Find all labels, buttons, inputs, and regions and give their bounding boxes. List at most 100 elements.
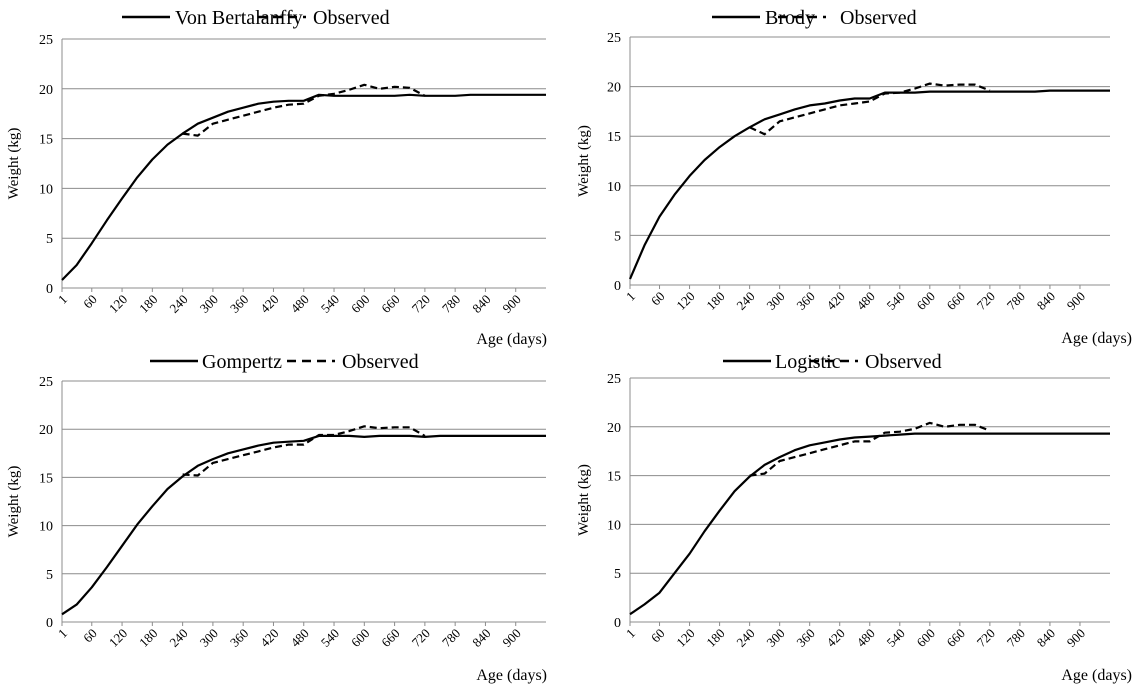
x-tick-label: 240 xyxy=(733,289,757,313)
x-tick-label: 900 xyxy=(499,626,523,650)
x-tick-label: 600 xyxy=(348,626,372,650)
x-tick-label: 660 xyxy=(378,292,402,316)
legend-label: Brody xyxy=(765,7,815,29)
x-tick-label: 840 xyxy=(1034,626,1058,650)
x-tick-label: 420 xyxy=(257,626,281,650)
y-axis-title: Weight (kg) xyxy=(6,128,22,200)
chart-panel-4: 0 5 10 15 20 25 1 60 120 180 240 300 360 420 480 540 600… xyxy=(576,351,1132,684)
y-axis-title: Weight (kg) xyxy=(576,125,592,197)
y-tick-label: 10 xyxy=(607,518,621,533)
x-tick-label: 180 xyxy=(703,289,727,313)
y-tick-label: 10 xyxy=(607,180,621,195)
y-tick-label: 15 xyxy=(607,470,621,485)
legend-label: Observed xyxy=(840,7,917,29)
y-axis-title: Weight (kg) xyxy=(576,464,592,536)
x-tick-label: 360 xyxy=(227,626,251,650)
y-tick-label: 5 xyxy=(46,568,53,583)
x-tick-label: 900 xyxy=(1064,626,1088,650)
x-tick-label: 300 xyxy=(197,626,221,650)
y-tick-label: 25 xyxy=(39,375,53,390)
x-tick-label: 420 xyxy=(823,289,847,313)
x-tick-label: 540 xyxy=(318,626,342,650)
y-tick-label: 5 xyxy=(614,567,621,582)
x-tick-label: 840 xyxy=(469,292,493,316)
series-line-observed xyxy=(749,421,991,477)
y-tick-label: 0 xyxy=(46,616,53,631)
x-tick-label: 180 xyxy=(703,626,727,650)
y-tick-label: 15 xyxy=(607,130,621,145)
y-tick-label: 0 xyxy=(614,616,621,631)
x-tick-label: 360 xyxy=(793,626,817,650)
chart-panel-3: 0 5 10 15 20 25 1 60 120 180 240 300 360 420 480 540 600… xyxy=(6,351,547,684)
y-tick-label: 20 xyxy=(607,81,621,96)
x-tick-label: 660 xyxy=(944,289,968,313)
x-tick-label: 1 xyxy=(55,626,70,641)
legend-label: Observed xyxy=(865,351,942,373)
y-tick-label: 15 xyxy=(39,133,53,148)
x-tick-label: 720 xyxy=(974,289,998,313)
x-tick-label: 600 xyxy=(914,626,938,650)
x-tick-label: 780 xyxy=(1004,289,1028,313)
x-tick-label: 120 xyxy=(106,292,130,316)
chart-panel-1: 0 5 10 15 20 25 1 60 120 180 240 300 360 420 480 540 600… xyxy=(6,7,547,348)
y-tick-label: 0 xyxy=(46,282,53,297)
legend-label: Observed xyxy=(342,351,419,373)
x-tick-label: 360 xyxy=(227,292,251,316)
y-tick-label: 5 xyxy=(614,229,621,244)
x-tick-label: 240 xyxy=(166,292,190,316)
x-tick-label: 540 xyxy=(884,626,908,650)
x-tick-label: 660 xyxy=(944,626,968,650)
series-line-observed xyxy=(749,82,991,136)
x-tick-label: 780 xyxy=(439,292,463,316)
x-tick-label: 420 xyxy=(823,626,847,650)
y-axis-title: Weight (kg) xyxy=(6,466,22,538)
x-tick-label: 600 xyxy=(348,292,372,316)
x-tick-label: 240 xyxy=(166,626,190,650)
legend-label: Gompertz xyxy=(202,351,282,373)
x-axis-title: Age (days) xyxy=(1061,667,1132,684)
x-tick-label: 180 xyxy=(136,292,160,316)
x-tick-label: 120 xyxy=(673,289,697,313)
x-tick-label: 1 xyxy=(55,292,70,307)
x-tick-label: 540 xyxy=(884,289,908,313)
x-axis-title: Age (days) xyxy=(1061,330,1132,347)
legend-label: Logistic xyxy=(775,351,841,373)
y-tick-label: 25 xyxy=(39,33,53,48)
x-tick-label: 1 xyxy=(623,289,638,304)
x-tick-label: 900 xyxy=(499,292,523,316)
y-tick-label: 15 xyxy=(39,471,53,486)
legend-label: Observed xyxy=(313,7,390,29)
x-tick-label: 480 xyxy=(287,626,311,650)
chart-panel-2: 0 5 10 15 20 25 1 60 120 180 240 300 360 420 480 540 600… xyxy=(576,7,1132,347)
x-tick-label: 300 xyxy=(763,289,787,313)
x-tick-label: 360 xyxy=(793,289,817,313)
series-line-model xyxy=(61,93,546,281)
series-line-observed xyxy=(182,83,426,137)
x-tick-label: 60 xyxy=(80,626,100,646)
y-tick-label: 0 xyxy=(614,279,621,294)
series-line-model xyxy=(61,434,546,616)
x-tick-label: 300 xyxy=(197,292,221,316)
x-tick-label: 660 xyxy=(378,626,402,650)
y-tick-label: 10 xyxy=(39,182,53,197)
x-tick-label: 780 xyxy=(1004,626,1028,650)
x-tick-label: 900 xyxy=(1064,289,1088,313)
series-line-model xyxy=(628,89,1110,280)
y-tick-label: 25 xyxy=(607,31,621,46)
x-tick-label: 840 xyxy=(1034,289,1058,313)
x-tick-label: 60 xyxy=(648,626,668,646)
y-tick-label: 10 xyxy=(39,520,53,535)
x-tick-label: 600 xyxy=(914,289,938,313)
y-tick-label: 20 xyxy=(607,421,621,436)
x-tick-label: 840 xyxy=(469,626,493,650)
x-tick-label: 120 xyxy=(673,626,697,650)
x-tick-label: 120 xyxy=(106,626,130,650)
x-tick-label: 540 xyxy=(318,292,342,316)
x-tick-label: 240 xyxy=(733,626,757,650)
x-tick-label: 720 xyxy=(409,626,433,650)
x-tick-label: 480 xyxy=(287,292,311,316)
x-tick-label: 780 xyxy=(439,626,463,650)
y-tick-label: 25 xyxy=(607,372,621,387)
